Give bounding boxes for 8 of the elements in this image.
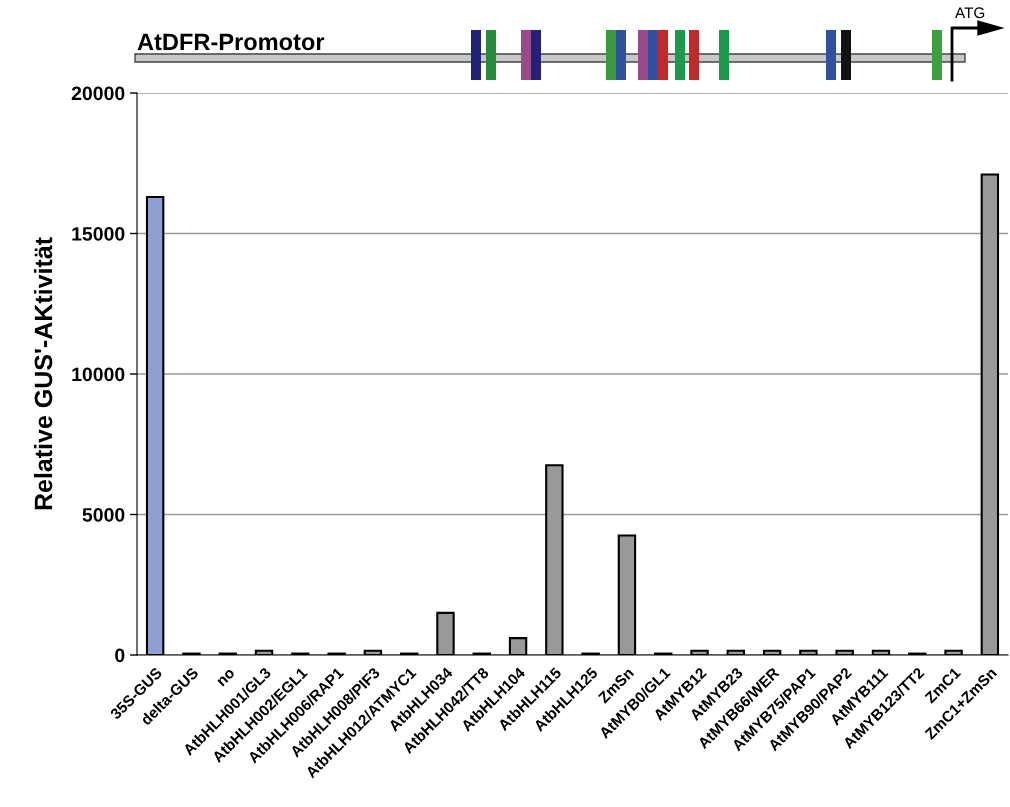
y-tick-label: 0: [115, 648, 125, 663]
y-tick-label: 10000: [72, 367, 125, 382]
y-axis-title: Relative GUS'-AKtivität: [33, 237, 53, 510]
y-tick-label: 5000: [82, 507, 125, 522]
y-tick-label: 20000: [71, 86, 125, 101]
y-tick-label: 15000: [72, 226, 125, 241]
text: ATG: [955, 7, 985, 19]
chart-title: AtDFR-Promotor: [137, 33, 325, 51]
